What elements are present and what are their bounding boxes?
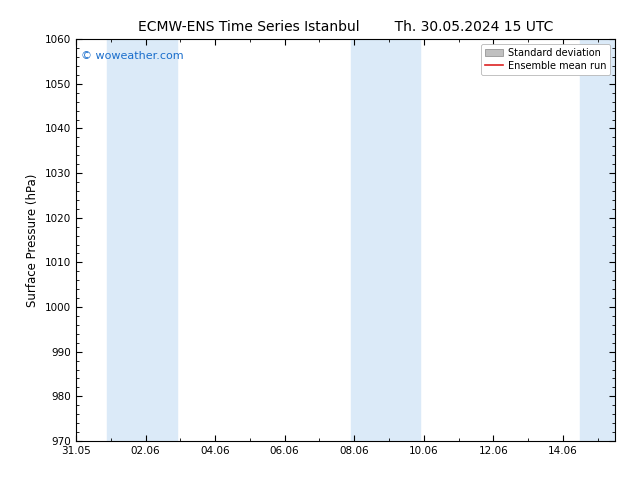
Legend: Standard deviation, Ensemble mean run: Standard deviation, Ensemble mean run [481,44,610,75]
Bar [580,39,615,441]
Text: © woweather.com: © woweather.com [81,51,184,61]
Bar [351,39,420,441]
Y-axis label: Surface Pressure (hPa): Surface Pressure (hPa) [27,173,39,307]
Bar [107,39,177,441]
Title: ECMW-ENS Time Series Istanbul        Th. 30.05.2024 15 UTC: ECMW-ENS Time Series Istanbul Th. 30.05.… [138,20,553,34]
